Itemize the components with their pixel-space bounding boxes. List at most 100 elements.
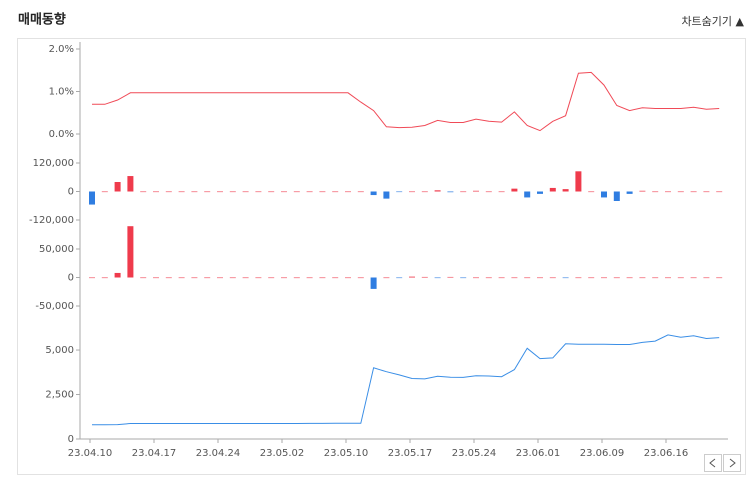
x-tick-label: 23.04.10 [68, 448, 113, 459]
bar [626, 277, 633, 279]
next-button[interactable] [723, 454, 741, 472]
bar [626, 191, 633, 194]
bar [421, 276, 428, 278]
x-tick-label: 23.06.01 [516, 448, 561, 459]
bar [268, 277, 275, 279]
bar [498, 191, 505, 193]
y-tick-label: 5,000 [45, 345, 74, 356]
x-tick-label: 23.05.24 [452, 448, 497, 459]
bar [703, 277, 710, 279]
x-tick-label: 23.06.09 [580, 448, 625, 459]
bar [101, 277, 108, 279]
y-tick-label: 2,500 [45, 390, 74, 401]
bar [716, 277, 723, 279]
bar [281, 191, 287, 193]
bar [370, 191, 377, 196]
bar [652, 191, 659, 193]
bar [601, 191, 607, 198]
bar [242, 277, 249, 279]
bar [421, 191, 428, 193]
bar [549, 277, 556, 279]
bar [217, 191, 223, 193]
bar [255, 277, 262, 279]
bar [281, 277, 287, 279]
bar [255, 191, 262, 193]
y-tick-label: -120,000 [29, 215, 74, 226]
prev-button[interactable] [704, 454, 722, 472]
y-tick-label: 0 [68, 434, 74, 445]
bar [511, 277, 518, 279]
title: 매매동향 [18, 12, 66, 28]
bar [306, 277, 313, 279]
bar [332, 191, 339, 193]
bar [677, 191, 684, 193]
bar [703, 191, 710, 193]
bar [383, 191, 390, 199]
bar [89, 191, 95, 205]
bar [575, 277, 582, 279]
y-tick-label: 50,000 [39, 244, 74, 255]
bar [716, 191, 723, 193]
bar [652, 277, 659, 279]
bar [357, 191, 364, 193]
bar [524, 191, 531, 198]
bar [229, 191, 236, 193]
bar [165, 277, 172, 279]
chart-frame [17, 38, 746, 475]
bar [498, 277, 505, 279]
bar [332, 277, 339, 279]
bar [562, 277, 569, 279]
bar [319, 191, 326, 193]
bar [690, 277, 697, 279]
bar [613, 191, 620, 201]
y-tick-label: 1.0% [49, 87, 74, 98]
bar [242, 191, 249, 193]
bar [485, 191, 492, 193]
bar [153, 277, 159, 279]
bar [473, 190, 479, 192]
bar [511, 188, 518, 192]
bar [396, 191, 403, 193]
bar [178, 191, 185, 193]
bar [101, 191, 108, 193]
bar [690, 191, 697, 193]
bar [549, 187, 556, 192]
bar [383, 277, 390, 279]
y-tick-label: 120,000 [33, 158, 74, 169]
bar [268, 191, 275, 193]
bar [345, 191, 351, 193]
bar [204, 277, 211, 279]
bar [447, 191, 454, 193]
bar [588, 277, 595, 279]
bar [588, 191, 595, 193]
y-tick-label: -50,000 [35, 301, 74, 312]
bar [191, 191, 198, 193]
line-series [92, 71, 720, 132]
x-tick-label: 23.05.02 [260, 448, 305, 459]
bar [562, 189, 569, 192]
bar [473, 277, 479, 279]
bar [665, 191, 671, 193]
line-series [92, 334, 720, 426]
bar [434, 277, 441, 279]
bar [114, 272, 121, 278]
x-tick-label: 23.05.17 [388, 448, 433, 459]
x-tick-label: 23.04.17 [132, 448, 177, 459]
y-tick-label: 0.0% [49, 129, 74, 140]
bar [345, 277, 351, 279]
x-tick-label: 23.06.16 [644, 448, 689, 459]
bar [396, 277, 403, 279]
hide-chart-button[interactable]: 차트숨기기 ▲ [681, 15, 744, 28]
bar [601, 277, 607, 279]
bar [639, 277, 646, 279]
bar [447, 276, 454, 278]
bar [89, 277, 95, 279]
bar [370, 277, 377, 289]
bar [613, 277, 620, 279]
x-tick-label: 23.04.24 [196, 448, 241, 459]
y-tick-label: 0 [68, 273, 74, 284]
bar [293, 191, 300, 193]
bar [524, 277, 531, 279]
bar [409, 191, 415, 193]
